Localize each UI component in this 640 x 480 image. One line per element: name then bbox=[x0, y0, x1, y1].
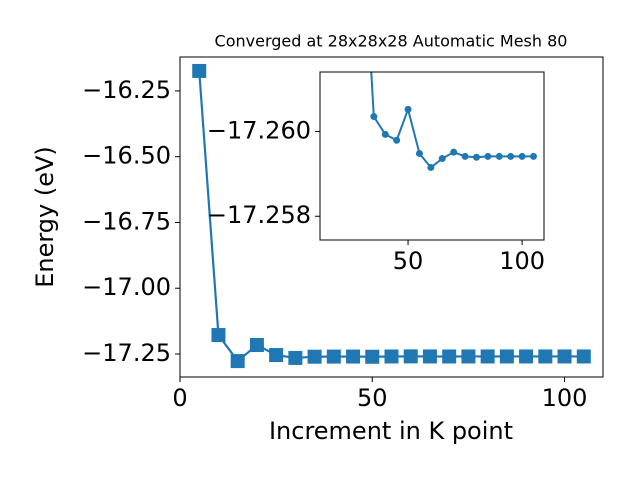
data-point bbox=[326, 349, 341, 364]
data-point bbox=[288, 350, 303, 365]
data-point bbox=[427, 163, 435, 171]
data-point bbox=[461, 349, 476, 364]
y-tick-label: −16.75 bbox=[82, 207, 171, 235]
data-point bbox=[557, 349, 572, 364]
series-line bbox=[370, 72, 534, 169]
y-tick-label: −17.260 bbox=[207, 116, 311, 144]
x-tick-label: 0 bbox=[172, 384, 187, 412]
y-tick-label: −17.00 bbox=[82, 273, 171, 301]
plot-area bbox=[192, 63, 591, 369]
data-point bbox=[384, 349, 399, 364]
data-point bbox=[461, 152, 469, 160]
data-point bbox=[192, 63, 207, 78]
data-point bbox=[365, 349, 380, 364]
data-point bbox=[530, 152, 538, 160]
data-point bbox=[495, 152, 503, 160]
data-point bbox=[249, 338, 264, 353]
data-point bbox=[403, 349, 418, 364]
data-point bbox=[438, 155, 446, 163]
y-tick-label: −16.25 bbox=[82, 76, 171, 104]
data-point bbox=[346, 349, 361, 364]
x-tick-label: 100 bbox=[542, 384, 588, 412]
axes-frame bbox=[179, 56, 604, 378]
y-tick-label: −16.50 bbox=[82, 142, 171, 170]
data-point bbox=[480, 349, 495, 364]
data-point bbox=[370, 113, 378, 121]
data-point bbox=[230, 354, 245, 369]
y-tick-label: −17.258 bbox=[207, 201, 311, 229]
data-point bbox=[472, 153, 480, 161]
data-point bbox=[442, 349, 457, 364]
y-tick-label: −17.25 bbox=[82, 339, 171, 367]
x-tick-label: 50 bbox=[393, 247, 424, 275]
data-point bbox=[381, 130, 389, 138]
data-point bbox=[484, 152, 492, 160]
data-point bbox=[415, 149, 423, 157]
chart-title: Converged at 28x28x28 Automatic Mesh 80 bbox=[215, 32, 568, 51]
data-point bbox=[450, 148, 458, 156]
data-point bbox=[269, 348, 284, 363]
data-point bbox=[499, 349, 514, 364]
x-tick-label: 100 bbox=[499, 247, 545, 275]
data-point bbox=[422, 349, 437, 364]
data-point bbox=[307, 349, 322, 364]
axes-frame bbox=[319, 71, 545, 241]
data-point bbox=[211, 328, 226, 343]
data-point bbox=[576, 349, 591, 364]
y-axis-label: Energy (eV) bbox=[31, 146, 59, 288]
plot-area bbox=[370, 72, 538, 171]
data-point bbox=[393, 136, 401, 144]
x-axis-label: Increment in K point bbox=[269, 417, 513, 445]
data-point bbox=[518, 152, 526, 160]
data-point bbox=[519, 349, 534, 364]
x-tick-label: 50 bbox=[357, 384, 388, 412]
data-point bbox=[507, 152, 515, 160]
data-point bbox=[538, 349, 553, 364]
data-point bbox=[404, 105, 412, 113]
